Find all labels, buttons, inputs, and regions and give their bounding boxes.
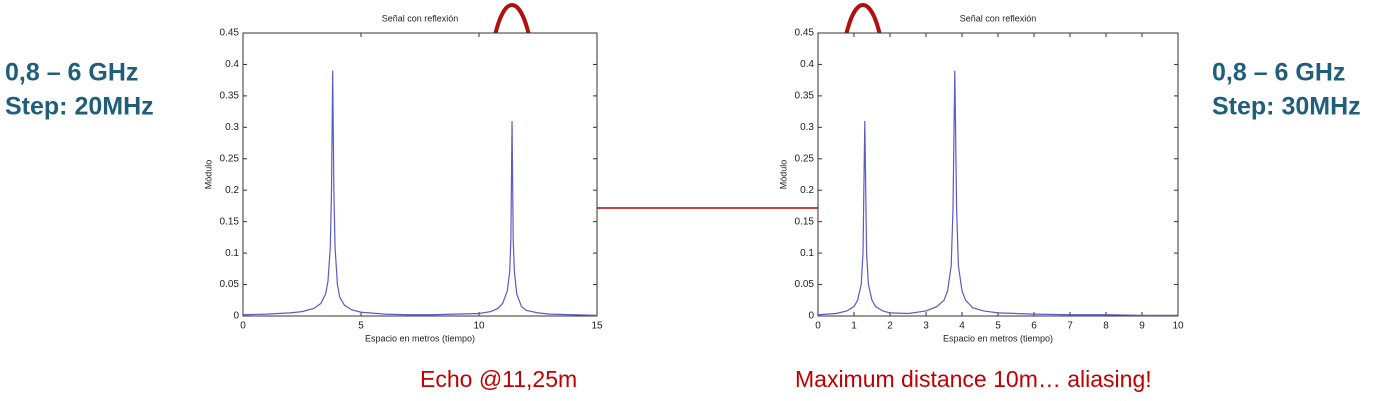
band-note: 0,8 – 6 GHz — [5, 59, 138, 87]
x-tick-label: 10 — [473, 321, 485, 332]
signal-line — [242, 70, 598, 316]
chart-title: Señal con reflexión — [960, 13, 1037, 23]
y-tick-label: 0.1 — [800, 248, 814, 259]
band-note: Step: 30MHz — [1212, 93, 1361, 121]
y-tick-label: 0.35 — [795, 91, 815, 102]
x-tick-label: 5 — [995, 321, 1001, 332]
y-axis-label: Módulo — [778, 160, 788, 190]
y-tick-label: 0.25 — [795, 153, 815, 164]
y-tick-label: 0.4 — [225, 59, 239, 70]
y-tick-label: 0.15 — [795, 216, 815, 227]
x-tick-label: 5 — [358, 321, 364, 332]
y-tick-label: 0.4 — [800, 59, 814, 70]
x-tick-label: 9 — [1139, 321, 1145, 332]
signal-line — [817, 70, 1178, 316]
y-tick-label: 0.3 — [800, 122, 814, 133]
y-tick-label: 0.15 — [220, 216, 240, 227]
y-tick-label: 0.35 — [220, 91, 240, 102]
x-tick-label: 10 — [1172, 321, 1184, 332]
y-tick-label: 0.2 — [225, 185, 239, 196]
plot-area — [817, 32, 1179, 317]
x-axis-label: Espacio en metros (tiempo) — [365, 333, 475, 343]
x-tick-label: 2 — [887, 321, 893, 332]
plot-area — [242, 32, 598, 317]
x-tick-label: 1 — [851, 321, 857, 332]
y-tick-label: 0.45 — [795, 28, 815, 39]
caption: Maximum distance 10m… aliasing! — [795, 366, 1152, 392]
x-tick-label: 3 — [923, 321, 929, 332]
x-tick-label: 8 — [1103, 321, 1109, 332]
x-tick-label: 4 — [959, 321, 965, 332]
x-tick-label: 0 — [815, 321, 821, 332]
chart-title: Señal con reflexión — [382, 13, 459, 23]
y-tick-label: 0 — [808, 311, 814, 322]
y-tick-label: 0.25 — [220, 153, 240, 164]
y-tick-label: 0.45 — [220, 28, 240, 39]
band-note: Step: 20MHz — [5, 93, 154, 121]
x-tick-label: 0 — [240, 321, 246, 332]
x-axis-label: Espacio en metros (tiempo) — [943, 333, 1053, 343]
band-note: 0,8 – 6 GHz — [1212, 59, 1345, 87]
x-tick-label: 7 — [1067, 321, 1073, 332]
y-axis-label: Módulo — [203, 160, 213, 190]
y-tick-label: 0.3 — [225, 122, 239, 133]
y-tick-label: 0.2 — [800, 185, 814, 196]
x-tick-label: 15 — [591, 321, 603, 332]
y-tick-label: 0.05 — [220, 279, 240, 290]
y-tick-label: 0.05 — [795, 279, 815, 290]
caption: Echo @11,25m — [420, 366, 577, 392]
y-tick-label: 0 — [233, 311, 239, 322]
y-tick-label: 0.1 — [225, 248, 239, 259]
x-tick-label: 6 — [1031, 321, 1037, 332]
